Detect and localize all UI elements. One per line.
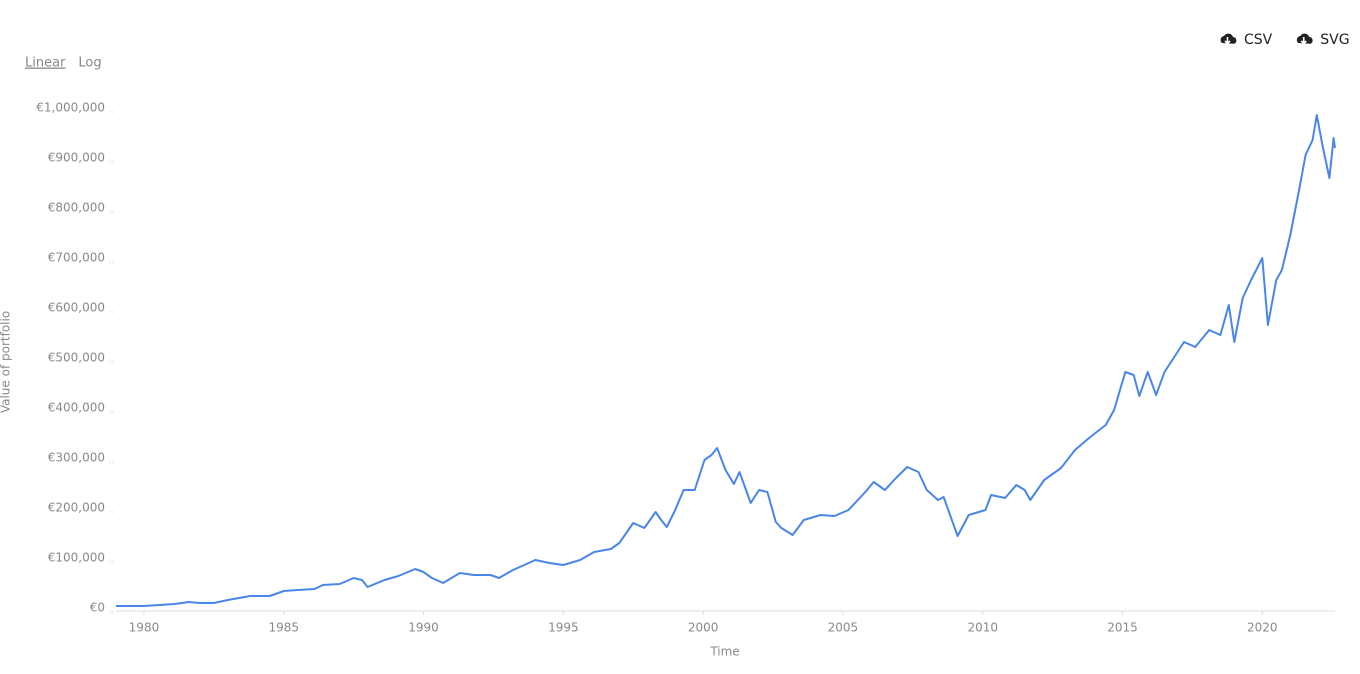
y-tick-label: €900,000 bbox=[48, 151, 105, 165]
y-tick-label: €300,000 bbox=[48, 451, 105, 465]
scale-toggle[interactable]: Log bbox=[78, 56, 101, 71]
x-tick-label: 1980 bbox=[129, 621, 160, 635]
x-axis-label: Time bbox=[709, 645, 739, 659]
x-tick-label: 2000 bbox=[688, 621, 719, 635]
y-axis-label: Value of portfolio bbox=[0, 311, 13, 413]
arrow-icon bbox=[1300, 37, 1307, 45]
x-tick-label: 2005 bbox=[828, 621, 859, 635]
x-tick-label: 2020 bbox=[1247, 621, 1278, 635]
y-tick-label: €0 bbox=[90, 601, 105, 615]
y-tick-label: €400,000 bbox=[48, 401, 105, 415]
y-tick-label: €800,000 bbox=[48, 201, 105, 215]
scale-toggle[interactable]: Linear bbox=[25, 56, 66, 71]
cloud-icon bbox=[1296, 33, 1313, 44]
download-button[interactable]: CSV bbox=[1220, 32, 1273, 48]
y-tick-label: €1,000,000 bbox=[36, 101, 105, 115]
arrow-icon bbox=[1224, 37, 1231, 45]
x-tick-label: 2010 bbox=[967, 621, 998, 635]
download-label: SVG bbox=[1320, 32, 1349, 48]
x-tick-label: 1990 bbox=[408, 621, 439, 635]
download-label: CSV bbox=[1244, 32, 1273, 48]
cloud-icon bbox=[1220, 33, 1237, 44]
y-tick-label: €200,000 bbox=[48, 501, 105, 515]
y-tick-label: €100,000 bbox=[48, 551, 105, 565]
download-button[interactable]: SVG bbox=[1296, 32, 1350, 48]
x-tick-label: 1985 bbox=[268, 621, 299, 635]
y-tick-label: €600,000 bbox=[48, 301, 105, 315]
y-tick-label: €500,000 bbox=[48, 351, 105, 365]
series-line bbox=[116, 114, 1336, 607]
y-tick-label: €700,000 bbox=[48, 251, 105, 265]
x-tick-label: 2015 bbox=[1107, 621, 1138, 635]
x-tick-label: 1995 bbox=[548, 621, 579, 635]
downloads: CSV SVG bbox=[1220, 32, 1350, 48]
